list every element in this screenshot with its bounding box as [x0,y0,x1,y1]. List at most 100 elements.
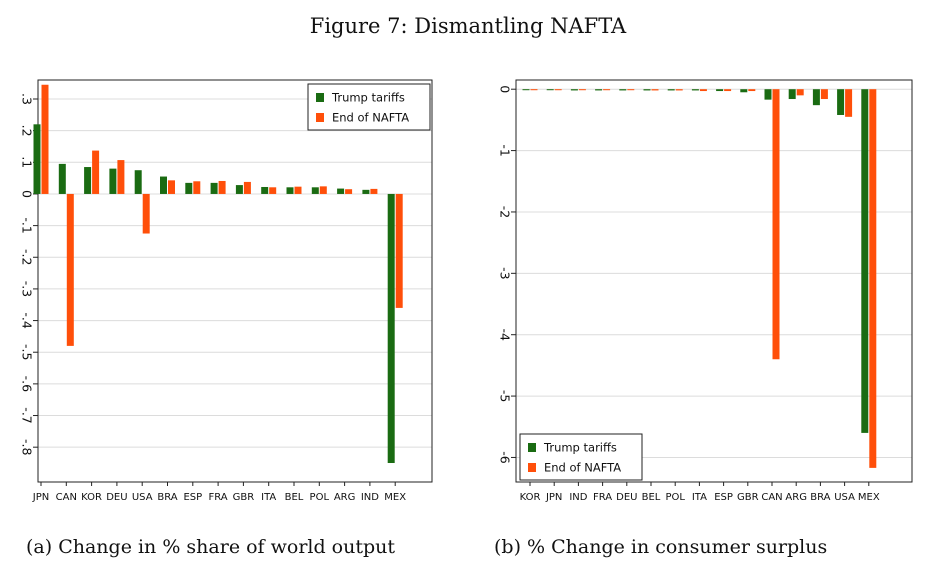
x-tick-label: ESP [714,492,733,503]
bar-end-of-nafta [748,89,756,92]
bar-trump-tariffs [861,89,869,433]
x-tick-label: KOR [520,492,541,503]
bar-trump-tariffs [185,182,193,194]
legend-swatch [316,93,324,102]
bar-end-of-nafta [142,193,150,234]
bar-trump-tariffs [740,89,748,93]
bar-trump-tariffs [286,187,294,194]
bar-end-of-nafta [651,89,659,91]
y-tick-label: -.6 [20,376,35,392]
legend-label: End of NAFTA [332,111,409,125]
bar-trump-tariffs [667,89,675,91]
bar-end-of-nafta [193,181,201,194]
bar-trump-tariffs [235,185,243,194]
plot-frame [515,79,913,483]
bar-trump-tariffs [619,89,627,91]
bar-end-of-nafta [345,189,353,194]
x-tick-label: KOR [81,492,102,503]
x-tick-label: CAN [56,492,77,503]
y-tick-label: -.3 [20,281,35,297]
bar-trump-tariffs [643,89,651,91]
bar-end-of-nafta [294,186,302,194]
bar-end-of-nafta [218,180,226,194]
bar-trump-tariffs [109,168,117,194]
y-tick-label: -.1 [20,217,35,233]
x-tick-label: POL [665,492,685,503]
y-tick-label: -.8 [20,439,35,455]
bar-end-of-nafta [319,186,327,194]
bar-trump-tariffs [546,89,554,91]
bar-end-of-nafta [41,84,49,194]
bar-trump-tariffs [716,89,724,92]
x-tick-label: GBR [737,492,759,503]
bar-trump-tariffs [764,89,772,100]
y-tick-label: -3 [498,267,513,279]
bar-trump-tariffs [134,170,142,194]
bar-trump-tariffs [691,89,699,91]
y-tick-label: -6 [498,451,513,464]
y-tick-label: 0 [498,85,513,93]
legend-box [307,83,431,131]
legend-swatch [316,113,324,122]
bar-end-of-nafta [92,150,100,194]
legend-swatch [528,443,536,452]
bar-end-of-nafta [627,89,635,91]
legend-box [519,433,643,481]
bar-trump-tariffs [84,167,92,194]
legend-label: Trump tariffs [543,441,617,455]
x-tick-label: MEX [858,492,880,503]
bar-trump-tariffs [210,182,218,194]
plot-frame [37,79,433,483]
bar-end-of-nafta [269,187,277,194]
bar-trump-tariffs [788,89,796,100]
x-tick-label: DEU [616,492,637,503]
x-tick-label: MEX [384,492,406,503]
bar-end-of-nafta [603,89,611,91]
chart-a-output-share: .3 .2 .1 0 -.1 -.2 -.3 -.4 -.5 -.6 -.7 -.8 JPN CAN KOR… [20,79,433,503]
bar-trump-tariffs [595,89,603,91]
bar-trump-tariffs [33,124,41,194]
y-tick-label: -.7 [20,407,35,423]
bar-end-of-nafta [820,89,828,100]
y-tick-label: -1 [498,144,513,156]
legend-label: Trump tariffs [331,91,405,105]
bar-end-of-nafta [66,193,74,346]
x-tick-label: JPN [545,492,562,503]
bar-trump-tariffs [311,187,319,194]
bar-trump-tariffs [58,163,66,194]
y-tick-label: -.5 [20,344,35,360]
bar-trump-tariffs [160,176,167,194]
bar-end-of-nafta [578,89,586,91]
x-tick-label: USA [834,492,855,503]
bar-end-of-nafta [724,89,732,92]
x-tick-label: IND [569,492,587,503]
x-tick-label: ITA [261,492,276,503]
y-tick-label: .2 [20,125,35,137]
caption-a: (a) Change in % share of world output [26,536,396,558]
legend-label: End of NAFTA [544,461,621,475]
figure-title: Figure 7: Dismantling NAFTA [309,14,627,38]
x-tick-label: DEU [106,492,127,503]
bar-trump-tariffs [522,89,530,91]
x-tick-label: ESP [183,492,202,503]
bar-end-of-nafta [675,89,683,91]
legend-swatch [528,463,536,472]
x-tick-label: ARG [785,492,807,503]
x-tick-label: BEL [285,492,304,503]
y-tick-label: -2 [498,206,513,218]
bar-trump-tariffs [812,89,820,106]
x-tick-label: GBR [233,492,255,503]
bar-trump-tariffs [362,189,370,194]
bar-end-of-nafta [395,193,403,308]
bar-end-of-nafta [117,160,125,194]
y-tick-label: -4 [498,328,513,341]
x-tick-label: POL [310,492,330,503]
y-tick-label: 0 [20,190,35,198]
bar-trump-tariffs [387,193,395,464]
x-tick-label: CAN [761,492,782,503]
x-tick-label: IND [361,492,379,503]
y-tick-label: -5 [498,390,513,402]
bar-end-of-nafta [168,180,175,194]
bar-end-of-nafta [869,89,877,468]
